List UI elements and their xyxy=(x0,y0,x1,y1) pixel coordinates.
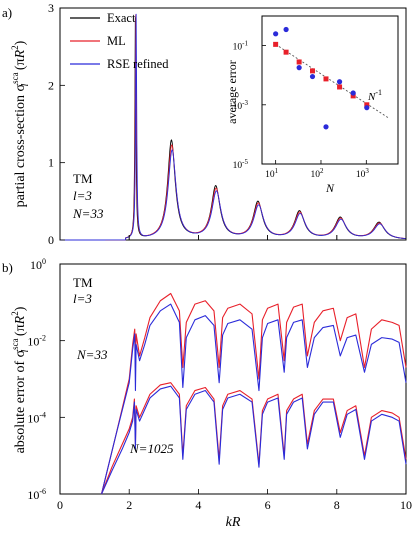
panel-a-ylabel-unit-exp: 2 xyxy=(10,45,20,50)
panel-b-ylabel: absolute error of σscal (πR2) xyxy=(10,306,32,453)
panel-label-b: b) xyxy=(2,260,13,275)
panel-b-curves xyxy=(100,292,407,495)
panel-a-ytick-label: 1 xyxy=(48,156,54,170)
panel-b-mode: TM xyxy=(73,275,93,290)
legend-label-exact: Exact xyxy=(107,11,136,25)
inset-ml-point xyxy=(337,84,343,90)
panel-b-xtick-label: 10 xyxy=(400,498,412,512)
panel-a-ylabel-sup: sca xyxy=(10,72,20,84)
panel-a-curves xyxy=(60,13,407,241)
inset-fit-label: N-1 xyxy=(367,88,382,103)
inset-ytick-label: 10-3 xyxy=(233,99,249,112)
panel-b-xtick-label: 8 xyxy=(334,498,340,512)
panel-b-series-ml-n-1025 xyxy=(101,382,407,495)
panel-a-n: N=33 xyxy=(72,206,104,221)
panel-a-ylabel-sub: l xyxy=(20,83,31,86)
inset-xtick-label: 101 xyxy=(265,167,279,180)
panel-a-ylabel-sigma: σ xyxy=(13,83,28,91)
panel-a-frame xyxy=(59,7,407,241)
inset-rse-point xyxy=(350,90,356,96)
panel-b-xtick-label: 0 xyxy=(57,498,63,512)
panel-b-ytick-label: 10-4 xyxy=(27,410,46,425)
panel-b-ytick-label: 10-6 xyxy=(27,487,46,502)
panel-a-ylabel-text: partial cross-section xyxy=(13,95,28,207)
panel-b-ytick-label: 10-2 xyxy=(27,334,46,349)
panel-a-ylabel-unit-pre: (π xyxy=(13,58,28,70)
panel-b-ticks: 0 2 4 6 8 10 10-6 10-4 10-2 100 xyxy=(27,235,412,512)
inset-ytick-label: 10-5 xyxy=(233,158,249,171)
panel-b-series-rse-n-33 xyxy=(100,303,407,495)
panel-a-series-rse-refined xyxy=(60,13,407,241)
inset-rse-point xyxy=(364,105,370,111)
inset-rse-point xyxy=(296,65,302,71)
panel-b-xtick-label: 4 xyxy=(195,498,201,512)
inset-ml-point xyxy=(350,93,356,99)
panel-b-series-rse-n-1025 xyxy=(101,385,407,495)
inset-ytick-label: 10-1 xyxy=(233,40,249,53)
inset-rse-point xyxy=(323,124,329,130)
inset-ylabel: average error xyxy=(225,60,239,124)
inset-chart: 101 102 103 10-5 10-3 10-1 average error N N-… xyxy=(220,12,402,195)
inset-xtick-label: 102 xyxy=(310,167,324,180)
inset-axes xyxy=(261,15,399,165)
inset-ml-point xyxy=(283,49,289,55)
inset-ml-point xyxy=(309,68,315,74)
panel-a-mode: TM xyxy=(73,171,93,186)
panel-b-ylabel-text: absolute error of xyxy=(13,361,28,454)
inset-frame xyxy=(220,12,402,164)
inset-rse-point xyxy=(273,31,279,37)
inset-rse-point xyxy=(283,26,289,33)
panel-a-ylabel-unit-r: R xyxy=(13,49,28,59)
inset-ml-point xyxy=(273,41,279,47)
panel-b-l: l=3 xyxy=(73,291,92,306)
panel-a-ylabel-unit-post: ) xyxy=(13,40,28,45)
panel-a-ylabel: partial cross-section σscal (πR2) xyxy=(10,40,32,207)
panel-b-ytick-label: 100 xyxy=(30,257,46,272)
panel-b: 0 2 4 6 8 10 10-6 10-4 10-2 100 absolute error of… xyxy=(10,235,412,530)
panel-b-xtick-label: 6 xyxy=(265,498,271,512)
inset-ml-point xyxy=(323,76,329,82)
inset-xtick-label: 103 xyxy=(356,167,370,180)
legend-label-rse: RSE refined xyxy=(107,57,169,71)
panel-b-n33: N=33 xyxy=(76,347,108,362)
panel-b-series-ml-n-33 xyxy=(100,292,407,495)
panel-b-xlabel: kR xyxy=(226,515,241,530)
inset-xlabel: N xyxy=(325,181,335,195)
inset-ticks: 101 102 103 10-5 10-3 10-1 xyxy=(233,40,370,180)
legend: Exact ML RSE refined xyxy=(70,11,169,71)
panel-b-n1025: N=1025 xyxy=(129,441,174,456)
panel-b-xtick-label: 2 xyxy=(126,498,132,512)
legend-label-ml: ML xyxy=(107,34,126,48)
inset-ml-point xyxy=(296,59,302,65)
inset-ml-point xyxy=(364,102,370,108)
panel-a-ytick-label: 3 xyxy=(48,1,54,15)
panel-a-ytick-label: 2 xyxy=(48,78,54,92)
panel-a-ytick-label: 0 xyxy=(48,233,54,247)
inset-rse-point xyxy=(309,73,316,80)
panel-a-l: l=3 xyxy=(73,188,92,203)
inset-rse-point xyxy=(336,79,343,85)
inset-marks xyxy=(273,26,389,130)
panel-label-a: a) xyxy=(2,5,12,20)
panel-b-frame xyxy=(59,263,407,495)
